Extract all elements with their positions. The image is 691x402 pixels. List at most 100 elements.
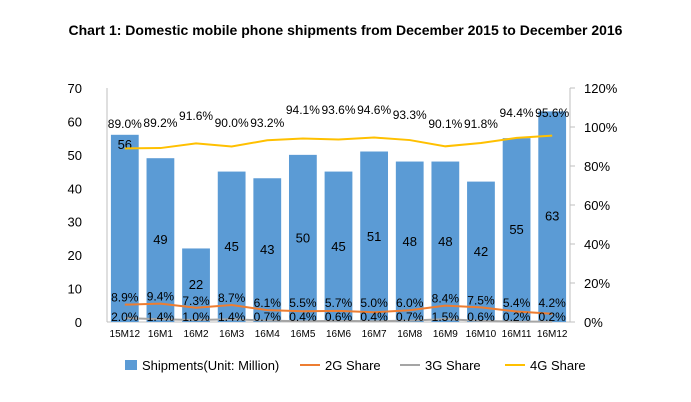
- series-line-1: [124, 317, 553, 323]
- data-label: 6.0%: [396, 296, 424, 310]
- bar: [395, 161, 424, 322]
- bar-label: 43: [260, 242, 274, 257]
- legend-label: 2G Share: [325, 358, 381, 373]
- data-label: 7.3%: [182, 294, 210, 308]
- bar-label: 63: [545, 209, 559, 224]
- y2-tick-label: 40%: [584, 237, 610, 252]
- y-tick-label: 30: [68, 215, 82, 230]
- legend-label: 3G Share: [425, 358, 481, 373]
- legend-label: 4G Share: [530, 358, 586, 373]
- data-label: 93.2%: [250, 116, 284, 130]
- y2-tick-label: 120%: [584, 81, 618, 96]
- x-tick-label: 16M1: [148, 329, 173, 340]
- x-tick-label: 16M2: [184, 329, 209, 340]
- data-label: 94.6%: [357, 103, 391, 117]
- y2-tick-label: 0%: [584, 315, 603, 330]
- x-tick-label: 16M9: [433, 329, 458, 340]
- bar-label: 45: [331, 239, 345, 254]
- y-tick-label: 70: [68, 81, 82, 96]
- bar: [288, 154, 317, 322]
- bar-label: 42: [474, 244, 488, 259]
- data-label: 5.4%: [503, 296, 531, 310]
- bar-label: 55: [509, 222, 523, 237]
- bar-label: 56: [118, 137, 132, 152]
- data-label: 94.4%: [500, 106, 534, 120]
- data-label: 6.1%: [254, 296, 282, 310]
- bar-label: 51: [367, 229, 381, 244]
- bar: [360, 151, 389, 322]
- series-line-0: [124, 302, 553, 315]
- x-tick-label: 16M5: [290, 329, 315, 340]
- data-label: 1.5%: [432, 310, 460, 324]
- data-label: 1.4%: [218, 310, 246, 324]
- bar-label: 45: [224, 239, 238, 254]
- y2-tick-label: 100%: [584, 120, 618, 135]
- data-label: 8.9%: [111, 291, 139, 305]
- data-label: 1.0%: [182, 310, 210, 324]
- bar: [146, 158, 175, 322]
- x-tick-label: 16M4: [255, 329, 280, 340]
- data-label: 1.4%: [147, 310, 175, 324]
- x-tick-label: 16M11: [502, 329, 532, 340]
- y-tick-label: 20: [68, 248, 82, 263]
- bar: [217, 171, 246, 322]
- data-label: 5.5%: [289, 296, 317, 310]
- data-label: 9.4%: [147, 290, 175, 304]
- data-label: 0.6%: [325, 310, 353, 324]
- data-label: 7.5%: [467, 293, 495, 307]
- y-tick-label: 50: [68, 148, 82, 163]
- data-label: 8.4%: [432, 292, 460, 306]
- data-label: 0.2%: [539, 310, 567, 324]
- data-label: 91.8%: [464, 117, 498, 131]
- chart-title: Chart 1: Domestic mobile phone shipments…: [68, 22, 623, 38]
- data-label: 89.2%: [143, 116, 177, 130]
- y-tick-label: 0: [75, 315, 82, 330]
- y2-tick-label: 60%: [584, 198, 610, 213]
- data-label: 0.7%: [254, 310, 282, 324]
- data-label: 93.3%: [393, 108, 427, 122]
- x-tick-label: 16M7: [362, 329, 387, 340]
- x-tick-label: 16M6: [326, 329, 351, 340]
- bar-label: 50: [296, 230, 310, 245]
- bar: [253, 178, 282, 322]
- data-label: 0.2%: [503, 310, 531, 324]
- data-label: 95.6%: [535, 106, 569, 120]
- bar: [110, 134, 139, 322]
- y-tick-label: 10: [68, 282, 82, 297]
- data-label: 4.2%: [539, 296, 567, 310]
- legend-swatch: [125, 360, 137, 370]
- bar-label: 48: [438, 234, 452, 249]
- data-label: 0.6%: [467, 310, 495, 324]
- bar-label: 48: [402, 234, 416, 249]
- data-label: 5.7%: [325, 296, 353, 310]
- data-label: 94.1%: [286, 103, 320, 117]
- data-label: 90.1%: [428, 117, 462, 131]
- data-label: 0.4%: [289, 310, 317, 324]
- x-tick-label: 16M12: [537, 329, 568, 340]
- data-label: 5.0%: [360, 296, 388, 310]
- data-label: 89.0%: [108, 117, 142, 131]
- bar-label: 49: [153, 232, 167, 247]
- bar: [502, 138, 531, 322]
- x-tick-label: 16M10: [466, 329, 497, 340]
- data-label: 8.7%: [218, 291, 246, 305]
- y2-tick-label: 80%: [584, 159, 610, 174]
- series-line-2: [124, 134, 553, 150]
- data-label: 0.4%: [360, 310, 388, 324]
- bar-label: 22: [189, 277, 203, 292]
- x-tick-label: 16M3: [219, 329, 244, 340]
- data-label: 93.6%: [321, 103, 355, 117]
- data-label: 91.6%: [179, 109, 213, 123]
- x-tick-label: 16M8: [397, 329, 422, 340]
- y-tick-label: 60: [68, 114, 82, 129]
- y-tick-label: 40: [68, 181, 82, 196]
- data-label: 2.0%: [111, 310, 139, 324]
- bar: [324, 171, 353, 322]
- x-tick-label: 15M12: [110, 329, 141, 340]
- bar: [538, 111, 567, 323]
- bar: [182, 248, 210, 322]
- data-label: 90.0%: [215, 116, 249, 130]
- y2-tick-label: 20%: [584, 276, 610, 291]
